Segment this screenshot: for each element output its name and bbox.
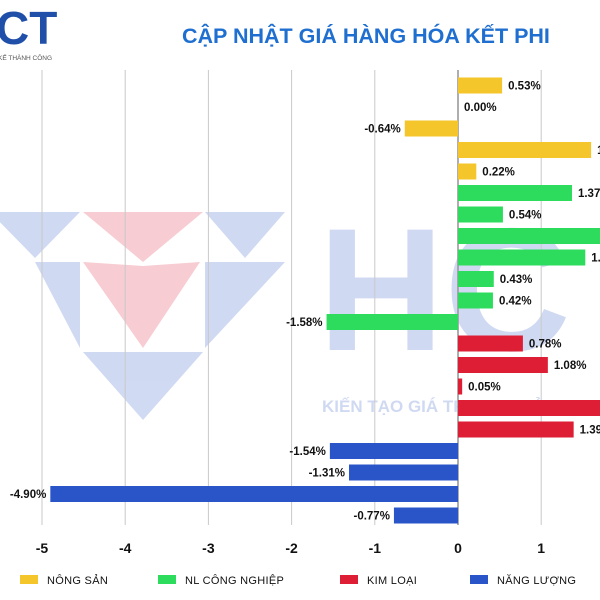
bar [458, 185, 572, 201]
bar [329, 443, 458, 459]
bar [458, 400, 600, 416]
bar [458, 206, 503, 223]
bar [458, 421, 574, 438]
data-label: -1.58% [286, 317, 322, 329]
header: CT KẾ THÀNH CÔNG CẬP NHẬT GIÁ HÀNG HÓA K… [0, 2, 550, 62]
data-label: 1.08% [554, 360, 587, 372]
bar [393, 507, 458, 524]
data-label: 0.43% [500, 274, 533, 286]
bar [349, 464, 458, 481]
bar [50, 486, 458, 502]
x-tick-label: 0 [454, 540, 462, 556]
data-label: -0.64% [364, 124, 400, 136]
data-label: -4.90% [10, 489, 46, 501]
x-tick-label: 1 [537, 540, 545, 556]
data-label: 0.05% [468, 382, 501, 394]
watermark-triangle [83, 352, 203, 420]
x-tick-label: -5 [36, 540, 49, 556]
legend-swatch [340, 575, 358, 584]
watermark-triangle [0, 212, 80, 258]
data-label: 0.54% [509, 210, 542, 222]
bar [458, 357, 548, 373]
bar [458, 378, 463, 395]
data-label: 0.53% [508, 81, 541, 93]
x-tick-label: -3 [202, 540, 215, 556]
legend-swatch [158, 575, 176, 584]
data-label: -1.54% [289, 446, 325, 458]
legend: NÔNG SẢN NL CÔNG NGHIỆP KIM LOẠI NĂNG LƯỢNG [20, 574, 576, 587]
watermark: HC KIẾN TẠO GIÁ TRI CHIA SẺ [0, 193, 571, 420]
bar [458, 142, 592, 158]
bar [458, 77, 503, 94]
x-tick-label: -1 [369, 540, 382, 556]
legend-label: NÔNG SẢN [47, 574, 108, 587]
bar-series [50, 77, 600, 524]
data-label: 0.00% [464, 102, 497, 114]
watermark-letters: HC [318, 193, 571, 388]
legend-label: NL CÔNG NGHIỆP [185, 574, 284, 587]
logo-text: CT [0, 2, 57, 54]
x-axis-ticks: -5 -4 -3 -2 -1 0 1 [36, 540, 546, 556]
value-labels: 0.53% 0.00% -0.64% 1 0.22% 1.37 0.54% 1.5 0.43% 0… [10, 81, 600, 523]
data-label: 0.42% [499, 296, 532, 308]
watermark-triangle [83, 262, 200, 348]
data-label: 1.39 [580, 425, 600, 437]
watermark-triangle [35, 262, 80, 348]
x-tick-label: -2 [285, 540, 298, 556]
bar [458, 292, 493, 309]
watermark-triangle [205, 262, 285, 348]
bar [404, 120, 458, 137]
data-label: 1.37 [578, 188, 600, 200]
data-label: 1.5 [591, 253, 600, 265]
data-label: -1.31% [309, 468, 345, 480]
chart-title: CẬP NHẬT GIÁ HÀNG HÓA KẾT PHI [182, 23, 550, 48]
legend-swatch [20, 575, 38, 584]
bar [458, 249, 586, 266]
legend-swatch [470, 575, 488, 584]
watermark-triangle [205, 212, 285, 258]
bar [458, 335, 523, 352]
data-label: 0.78% [529, 339, 562, 351]
data-label: 1 [597, 145, 600, 157]
bar [458, 163, 477, 180]
data-label: 0.22% [482, 167, 515, 179]
x-tick-label: -4 [119, 540, 132, 556]
bar [458, 228, 600, 244]
bar [458, 271, 494, 287]
bar [326, 314, 458, 330]
watermark-triangle [83, 212, 203, 262]
data-label: -0.77% [353, 511, 389, 523]
legend-label: KIM LOẠI [367, 575, 417, 587]
logo-tagline: KẾ THÀNH CÔNG [0, 52, 52, 62]
legend-label: NĂNG LƯỢNG [497, 574, 576, 587]
